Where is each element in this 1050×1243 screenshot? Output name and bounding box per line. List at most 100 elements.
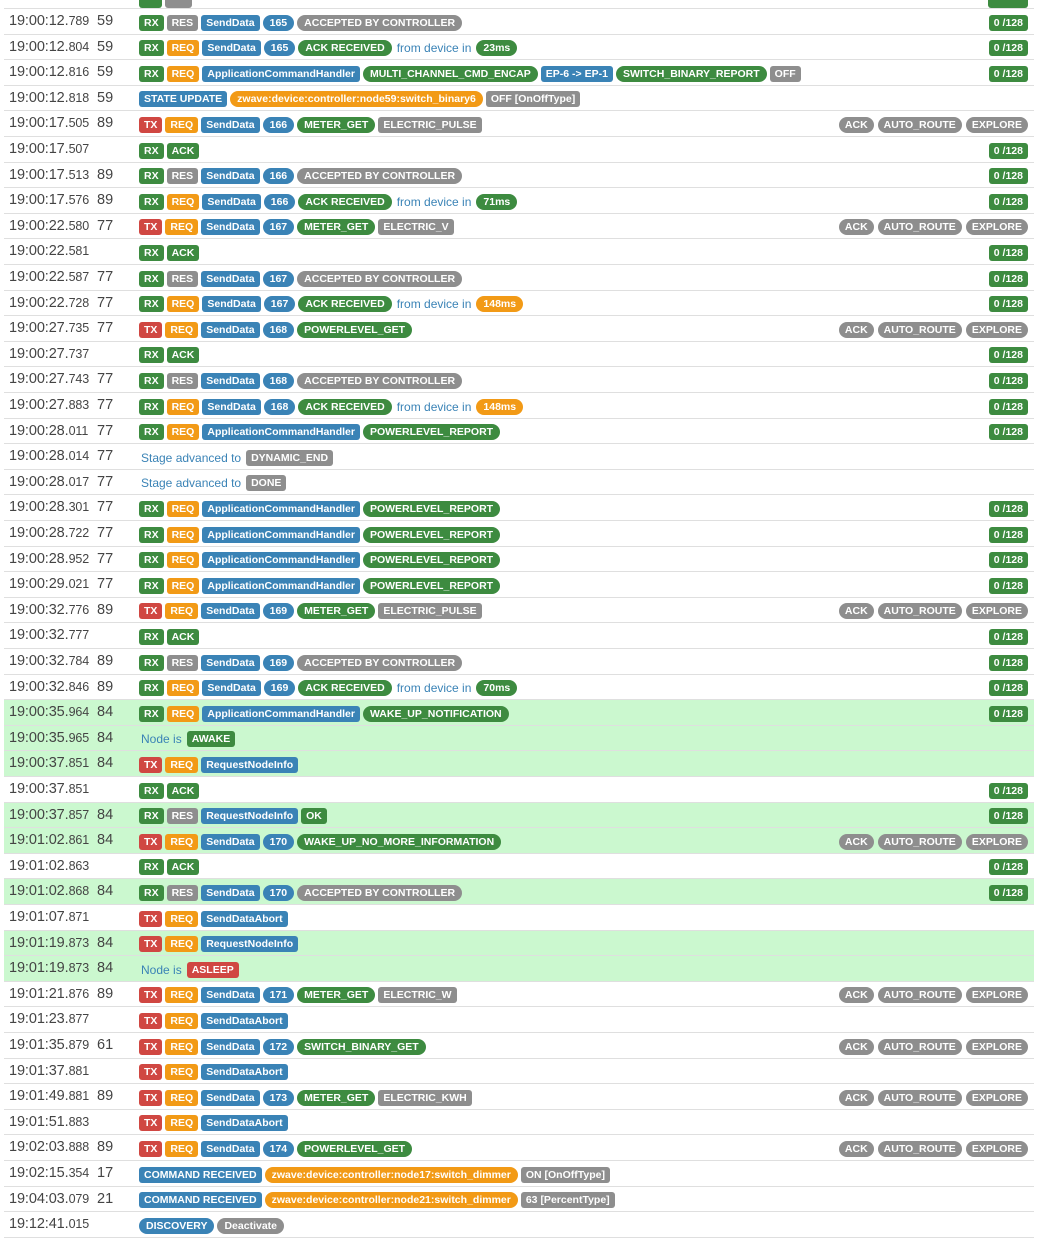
badge: 169 [262, 603, 295, 620]
log-row[interactable]: 19:00:35.964 84 RX REQ ApplicationCommandHan… [4, 700, 1034, 726]
log-row[interactable]: 19:01:51.883 TX REQ SendDataAbort [4, 1110, 1034, 1136]
log-row[interactable]: 19:00:12.818 59 STATE UPDATE zwave:device:c… [4, 86, 1034, 112]
message-badges: DISCOVERY Deactivate [139, 1217, 284, 1234]
log-row[interactable]: 19:00:32.776 89 TX REQ SendData 169 METER_GET E… [4, 598, 1034, 624]
log-row[interactable]: 19:00:28.014 77 Stage advanced to DYNAMIC_E… [4, 444, 1034, 470]
queue-count-badge: 0 /128 [988, 193, 1028, 210]
row-flags: 0 /128 [988, 884, 1028, 901]
log-row[interactable]: 19:01:23.877 TX REQ SendDataAbort [4, 1007, 1034, 1033]
badge: SendDataAbort [201, 910, 288, 927]
timestamp-millis: 883 [68, 1114, 90, 1129]
badge: SWITCH_BINARY_REPORT [615, 65, 767, 82]
log-row[interactable]: 19:01:19.873 84 TX REQ RequestNodeInfo [4, 930, 1034, 957]
badge: ApplicationCommandHandler [202, 552, 360, 569]
log-row[interactable]: 19:00:32.846 89 RX REQ SendData 169 ACK RECEIV… [4, 675, 1034, 701]
log-row[interactable]: 19:01:02.861 84 TX REQ SendData 170 WAKE_UP_NO… [4, 828, 1034, 854]
badge: SendData [201, 321, 260, 338]
node-id: 84 [97, 832, 114, 849]
row-flags: 0 /128 [988, 526, 1028, 543]
badge: REQ [166, 193, 200, 210]
log-row[interactable]: 19:00:37.851 RX ACK 0 /128 [4, 777, 1034, 803]
timestamp-seconds: 19:00:22. [9, 217, 69, 234]
node-id: 89 [97, 985, 114, 1002]
log-row[interactable]: 19:00:28.011 77 RX REQ ApplicationCommandHan… [4, 419, 1034, 445]
log-row[interactable]: 19:00:12.804 59 RX REQ SendData 165 ACK RECEIV… [4, 35, 1034, 61]
badge: TX [139, 219, 163, 236]
log-row[interactable]: 19:00:17.507 RX ACK 0 /128 [4, 137, 1034, 163]
badge: REQ [165, 116, 199, 133]
log-row[interactable]: 19:01:02.863 RX ACK 0 /128 [4, 854, 1034, 880]
log-row[interactable]: 19:00:37.851 84 TX REQ RequestNodeInfo [4, 751, 1034, 777]
log-row[interactable]: 19:01:19.873 84 Node is ASLEEP [4, 956, 1034, 982]
log-row[interactable]: 19:01:37.881 TX REQ SendDataAbort [4, 1059, 1034, 1085]
timestamp: 19:00:37.851 [9, 781, 89, 797]
log-row[interactable]: 19:00:22.587 77 RX RES SendData 167 ACCEPTED B… [4, 265, 1034, 291]
badge: ELECTRIC_PULSE [378, 603, 482, 620]
timestamp-seconds: 19:01:23. [9, 1011, 69, 1028]
node-id: 21 [97, 1190, 114, 1207]
badge: RX [139, 14, 164, 31]
message-badges: Stage advanced to DONE [139, 475, 287, 492]
log-row[interactable]: 19:01:21.876 89 TX REQ SendData 171 METER_GET E… [4, 982, 1034, 1008]
node-id: 77 [97, 448, 114, 465]
badge: SendData [201, 1089, 260, 1106]
badge: POWERLEVEL_GET [297, 321, 413, 338]
badge: ACK [166, 628, 200, 645]
row-flags: ACK AUTO_ROUTE EXPLORE [838, 1038, 1028, 1055]
log-row[interactable]: 19:00:17.576 89 RX REQ SendData 166 ACK RECEIV… [4, 188, 1034, 214]
log-row[interactable]: 19:00:35.965 84 Node is AWAKE [4, 725, 1034, 752]
node-id: 77 [97, 294, 114, 311]
log-row[interactable]: 19:12:41.015 DISCOVERY Deactivate [4, 1212, 1034, 1238]
timestamp-seconds: 19:00:29. [9, 576, 69, 593]
log-row[interactable]: 19:00:37.857 84 RX RES RequestNodeInfo OK 0 /1… [4, 802, 1034, 829]
log-row[interactable]: 19:00:27.883 77 RX REQ SendData 168 ACK RECEIV… [4, 393, 1034, 419]
log-row[interactable]: 19:00:17.513 89 RX RES SendData 166 ACCEPTED B… [4, 163, 1034, 189]
row-flags: ACK AUTO_ROUTE EXPLORE [838, 833, 1028, 850]
log-row[interactable]: 19:00:22.580 77 TX REQ SendData 167 METER_GET E… [4, 214, 1034, 240]
queue-count-badge: 0 /128 [988, 65, 1028, 82]
message-badges: RX REQ SendData 169 ACK RECEIVED from device … [139, 680, 518, 697]
log-row[interactable]: 19:02:15.354 17 COMMAND RECEIVED zwave:devi… [4, 1161, 1034, 1187]
log-row[interactable]: 19:00:28.952 77 RX REQ ApplicationCommandHan… [4, 547, 1034, 573]
log-row[interactable]: 19:00:28.017 77 Stage advanced to DONE [4, 470, 1034, 496]
row-flags: ACK AUTO_ROUTE EXPLORE [838, 1140, 1028, 1157]
log-row[interactable]: 19:01:49.881 89 TX REQ SendData 173 METER_GET E… [4, 1084, 1034, 1110]
log-row[interactable]: 19:00:28.301 77 RX REQ ApplicationCommandHan… [4, 495, 1034, 521]
log-row[interactable]: 19:02:03.888 89 TX REQ SendData 174 POWERLEVEL… [4, 1135, 1034, 1161]
log-row[interactable]: 19:01:35.879 61 TX REQ SendData 172 SWITCH_BIN… [4, 1033, 1034, 1059]
message-badges: RX RES RequestNodeInfo OK [139, 808, 327, 825]
log-row[interactable]: 19:00:32.784 89 RX RES SendData 169 ACCEPTED B… [4, 649, 1034, 675]
badge: OK [301, 808, 327, 825]
log-row[interactable]: 19:01:02.868 84 RX RES SendData 170 ACCEPTED B… [4, 879, 1034, 905]
badge: ApplicationCommandHandler [202, 424, 360, 441]
timestamp-seconds: 19:01:02. [9, 883, 69, 900]
log-row[interactable]: 19:00:27.737 RX ACK 0 /128 [4, 342, 1034, 368]
timestamp-millis: 881 [68, 1063, 90, 1078]
log-row[interactable]: 19:00:27.743 77 RX RES SendData 168 ACCEPTED B… [4, 367, 1034, 393]
badge: POWERLEVEL_REPORT [362, 526, 501, 543]
message-text: Node is [141, 962, 182, 977]
message-badges: TX REQ SendData 167 METER_GET ELECTRIC_V [139, 219, 454, 236]
row-flags: 0 /128 [988, 244, 1028, 261]
log-row[interactable]: 19:01:07.871 TX REQ SendDataAbort [4, 905, 1034, 931]
badge: RX [139, 808, 164, 825]
badge: SendDataAbort [201, 1115, 288, 1132]
timestamp-seconds: 19:00:28. [9, 473, 69, 490]
log-row[interactable]: 19:04:03.079 21 COMMAND RECEIVED zwave:devi… [4, 1187, 1034, 1213]
log-row[interactable]: 19:00:28.722 77 RX REQ ApplicationCommandHan… [4, 521, 1034, 547]
timestamp: 19:00:22.581 [9, 243, 89, 259]
badge: 167 [263, 296, 296, 313]
badge: ACK RECEIVED [298, 398, 392, 415]
timestamp-seconds: 19:00:28. [9, 550, 69, 567]
badge: REQ [165, 1012, 199, 1029]
log-row[interactable]: 19:00:22.728 77 RX REQ SendData 167 ACK RECEIV… [4, 291, 1034, 317]
timestamp-millis: 735 [68, 321, 90, 336]
log-row[interactable]: 19:00:12.789 59 RX RES SendData 165 ACCEPTED B… [4, 9, 1034, 35]
badge: REQ [166, 65, 200, 82]
log-row[interactable]: 19:00:27.735 77 TX REQ SendData 168 POWERLEVEL… [4, 316, 1034, 342]
log-row[interactable]: 19:00:12.816 59 RX REQ ApplicationCommandHan… [4, 60, 1034, 86]
log-row[interactable]: 19:00:32.777 RX ACK 0 /128 [4, 623, 1034, 649]
log-row[interactable]: 19:00:17.505 89 TX REQ SendData 166 METER_GET E… [4, 111, 1034, 137]
log-row[interactable]: 19:00:22.581 RX ACK 0 /128 [4, 239, 1034, 265]
log-row[interactable]: 19:00:29.021 77 RX REQ ApplicationCommandHan… [4, 572, 1034, 598]
